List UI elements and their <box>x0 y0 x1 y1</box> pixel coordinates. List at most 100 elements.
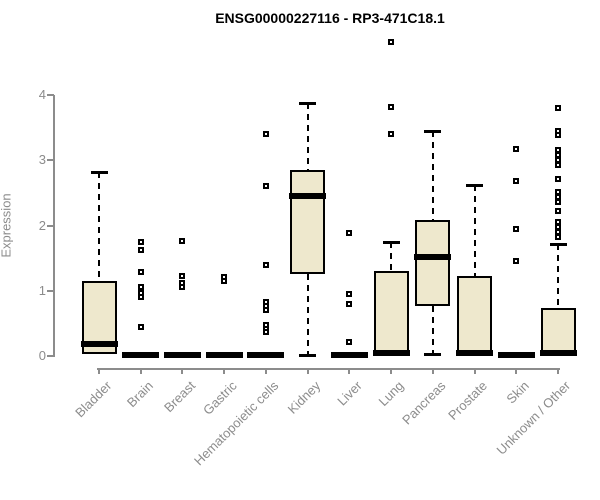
outlier-point <box>555 157 562 164</box>
y-axis-tick <box>47 224 54 227</box>
upper-whisker <box>557 244 560 308</box>
median-line <box>414 253 452 260</box>
upper-whisker-cap <box>466 184 484 188</box>
box-iqr <box>540 307 576 355</box>
outlier-point <box>555 152 562 159</box>
median-line <box>372 349 410 356</box>
box-iqr <box>457 276 493 355</box>
median-line <box>289 193 327 200</box>
upper-whisker-cap <box>382 241 400 245</box>
outlier-point <box>137 246 144 253</box>
outlier-point <box>388 39 395 46</box>
y-axis-tick-label: 4 <box>38 87 46 102</box>
outlier-point <box>555 162 562 169</box>
outlier-point <box>262 261 269 268</box>
outlier-point <box>262 131 269 138</box>
outlier-point <box>262 306 269 313</box>
upper-whisker <box>473 185 476 277</box>
x-axis-category-label: Bladder <box>72 378 115 421</box>
y-axis-tick-label: 2 <box>38 217 46 233</box>
x-axis-tick <box>515 368 518 374</box>
median-line <box>205 351 243 358</box>
outlier-point <box>388 131 395 138</box>
x-axis-tick <box>557 368 560 374</box>
upper-whisker-cap <box>549 243 567 247</box>
outlier-point <box>137 323 144 330</box>
outlier-point <box>555 233 562 240</box>
outlier-point <box>346 300 353 307</box>
upper-whisker-cap <box>424 129 442 133</box>
y-axis-line <box>53 95 55 357</box>
upper-whisker <box>306 102 309 171</box>
outlier-point <box>137 294 144 301</box>
outlier-point <box>555 188 562 195</box>
box-iqr <box>373 271 409 355</box>
box-iqr <box>415 220 451 306</box>
outlier-point <box>555 176 562 183</box>
outlier-point <box>179 273 186 280</box>
upper-whisker <box>390 242 393 272</box>
outlier-point <box>513 258 520 265</box>
outlier-point <box>555 132 562 139</box>
y-axis-tick <box>47 355 54 357</box>
outlier-point <box>513 178 520 185</box>
median-line <box>456 349 494 356</box>
median-line <box>163 351 201 358</box>
x-axis-tick <box>181 368 184 374</box>
x-axis-category-label: Kidney <box>284 378 324 417</box>
y-axis-tick-label: 0 <box>38 348 46 363</box>
x-axis-tick <box>223 368 226 374</box>
x-axis-category-label: Unknown / Other <box>494 378 574 458</box>
x-axis-category-label: Lung <box>375 378 407 410</box>
x-axis-category-label: Brain <box>124 378 157 411</box>
x-axis-tick <box>390 368 393 374</box>
x-axis-tick <box>348 368 351 374</box>
outlier-point <box>137 284 144 291</box>
outlier-point <box>346 291 353 297</box>
lower-whisker-cap <box>424 353 442 357</box>
median-line <box>122 351 160 358</box>
x-axis-category-label: Prostate <box>445 378 491 423</box>
outlier-point <box>555 105 562 112</box>
y-axis-tick <box>47 159 54 162</box>
x-axis-line <box>97 368 560 370</box>
y-axis-label: Expression <box>0 193 14 258</box>
x-axis-category-label: Skin <box>503 378 532 407</box>
x-axis-tick <box>98 368 100 374</box>
median-line <box>330 351 368 358</box>
outlier-point <box>346 339 353 346</box>
y-axis-tick <box>47 289 54 292</box>
y-axis-tick <box>47 94 54 96</box>
x-axis-tick <box>473 368 476 374</box>
outlier-point <box>221 277 228 284</box>
x-axis-tick <box>139 368 142 374</box>
x-axis-category-label: Gastric <box>200 378 240 418</box>
outlier-point <box>262 183 269 190</box>
x-axis-category-label: Liver <box>334 378 365 409</box>
chart-title: ENSG00000227116 - RP3-471C18.1 <box>215 10 445 26</box>
outlier-point <box>137 269 144 276</box>
outlier-point <box>555 193 562 200</box>
outlier-point <box>555 199 562 205</box>
median-line <box>497 351 535 358</box>
box-iqr <box>290 170 326 274</box>
lower-whisker-cap <box>299 353 317 357</box>
median-line <box>247 351 285 358</box>
outlier-point <box>388 103 395 110</box>
x-axis-tick <box>431 368 434 374</box>
outlier-point <box>137 238 144 245</box>
outlier-point <box>179 237 186 244</box>
outlier-point <box>555 218 562 225</box>
x-axis-tick <box>306 368 309 374</box>
upper-whisker <box>431 130 434 221</box>
upper-whisker-cap <box>90 170 108 174</box>
outlier-point <box>346 229 353 236</box>
upper-whisker <box>98 171 100 281</box>
outlier-point <box>262 328 269 335</box>
outlier-point <box>179 283 186 290</box>
x-axis-category-label: Pancreas <box>399 378 449 428</box>
median-line <box>539 349 577 356</box>
y-axis-tick-label: 1 <box>38 282 46 298</box>
y-axis-tick-label: 3 <box>38 152 46 168</box>
